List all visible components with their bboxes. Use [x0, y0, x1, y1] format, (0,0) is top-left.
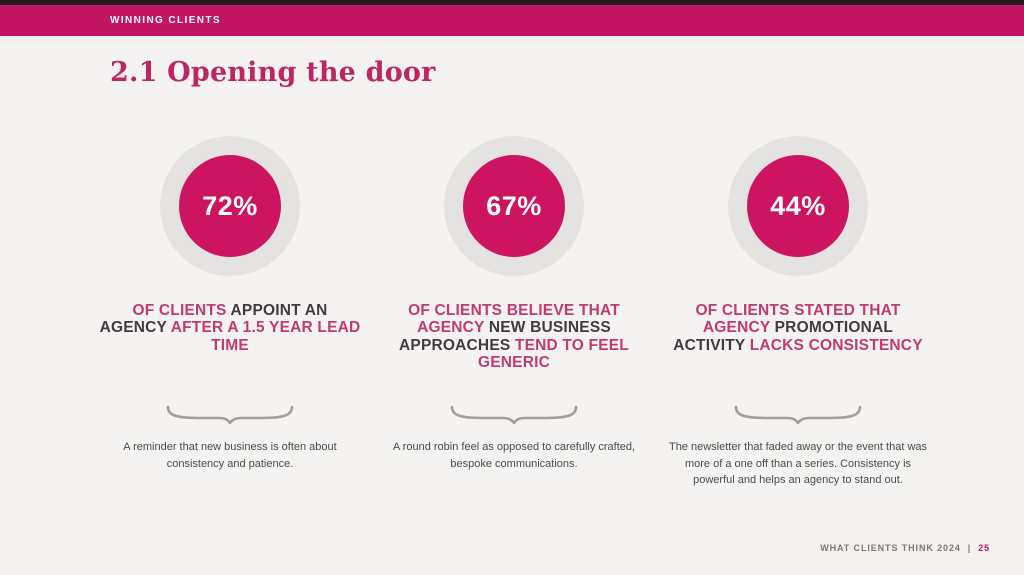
brace-icon [450, 405, 578, 424]
stat-value: 44% [770, 190, 826, 221]
stat-circle: 44% [747, 155, 849, 257]
brace-icon [166, 405, 294, 424]
page-number: 25 [978, 543, 990, 553]
page-title: 2.1 Opening the door [110, 57, 436, 88]
stat-circle-outer: 44% [728, 136, 868, 276]
stat-circle: 67% [463, 155, 565, 257]
footer-label: WHAT CLIENTS THINK 2024 [820, 543, 961, 553]
stat-columns: 72% OF CLIENTS APPOINT AN AGENCY AFTER A … [88, 136, 940, 489]
stat-circle-outer: 72% [160, 136, 300, 276]
stat-caption: The newsletter that faded away or the ev… [668, 441, 928, 486]
stat-headline-segment: AFTER A 1.5 YEAR LEAD TIME [170, 319, 361, 354]
stat-headline: OF CLIENTS BELIEVE THAT AGENCY NEW BUSIN… [383, 302, 645, 404]
footer: WHAT CLIENTS THINK 2024 | 25 [820, 543, 990, 553]
stat-headline-segment: APPOINT AN AGENCY [99, 302, 328, 337]
stat-circle: 72% [179, 155, 281, 257]
stat-headline-segment: LACKS CONSISTENCY [749, 336, 923, 354]
stat-caption: A reminder that new business is often ab… [123, 441, 337, 470]
footer-separator: | [967, 543, 972, 553]
top-strip [0, 0, 1024, 5]
stat-headline: OF CLIENTS STATED THAT AGENCY PROMOTIONA… [667, 302, 929, 404]
stat-headline-segment: PROMOTIONAL ACTIVITY [673, 319, 894, 354]
stat-circle-outer: 67% [444, 136, 584, 276]
stat-column: 67% OF CLIENTS BELIEVE THAT AGENCY NEW BU… [372, 136, 656, 489]
stat-headline-segment: OF CLIENTS STATED THAT AGENCY [695, 302, 901, 337]
brace-icon [734, 405, 862, 424]
stat-headline-segment: NEW BUSINESS APPROACHES [399, 319, 611, 354]
stat-value: 72% [202, 190, 258, 221]
stat-column: 44% OF CLIENTS STATED THAT AGENCY PROMOTI… [656, 136, 940, 489]
stat-column: 72% OF CLIENTS APPOINT AN AGENCY AFTER A … [88, 136, 372, 489]
stat-value: 67% [486, 190, 542, 221]
stat-headline-segment: OF CLIENTS [132, 302, 231, 319]
stat-headline: OF CLIENTS APPOINT AN AGENCY AFTER A 1.5… [99, 302, 361, 404]
stat-caption: A round robin feel as opposed to careful… [392, 441, 636, 470]
header-band: WINNING CLIENTS [0, 5, 1024, 36]
stat-headline-segment: OF CLIENTS BELIEVE THAT AGENCY [408, 302, 620, 337]
section-kicker: WINNING CLIENTS [110, 15, 221, 26]
stat-headline-segment: TEND TO FEEL GENERIC [477, 336, 629, 372]
